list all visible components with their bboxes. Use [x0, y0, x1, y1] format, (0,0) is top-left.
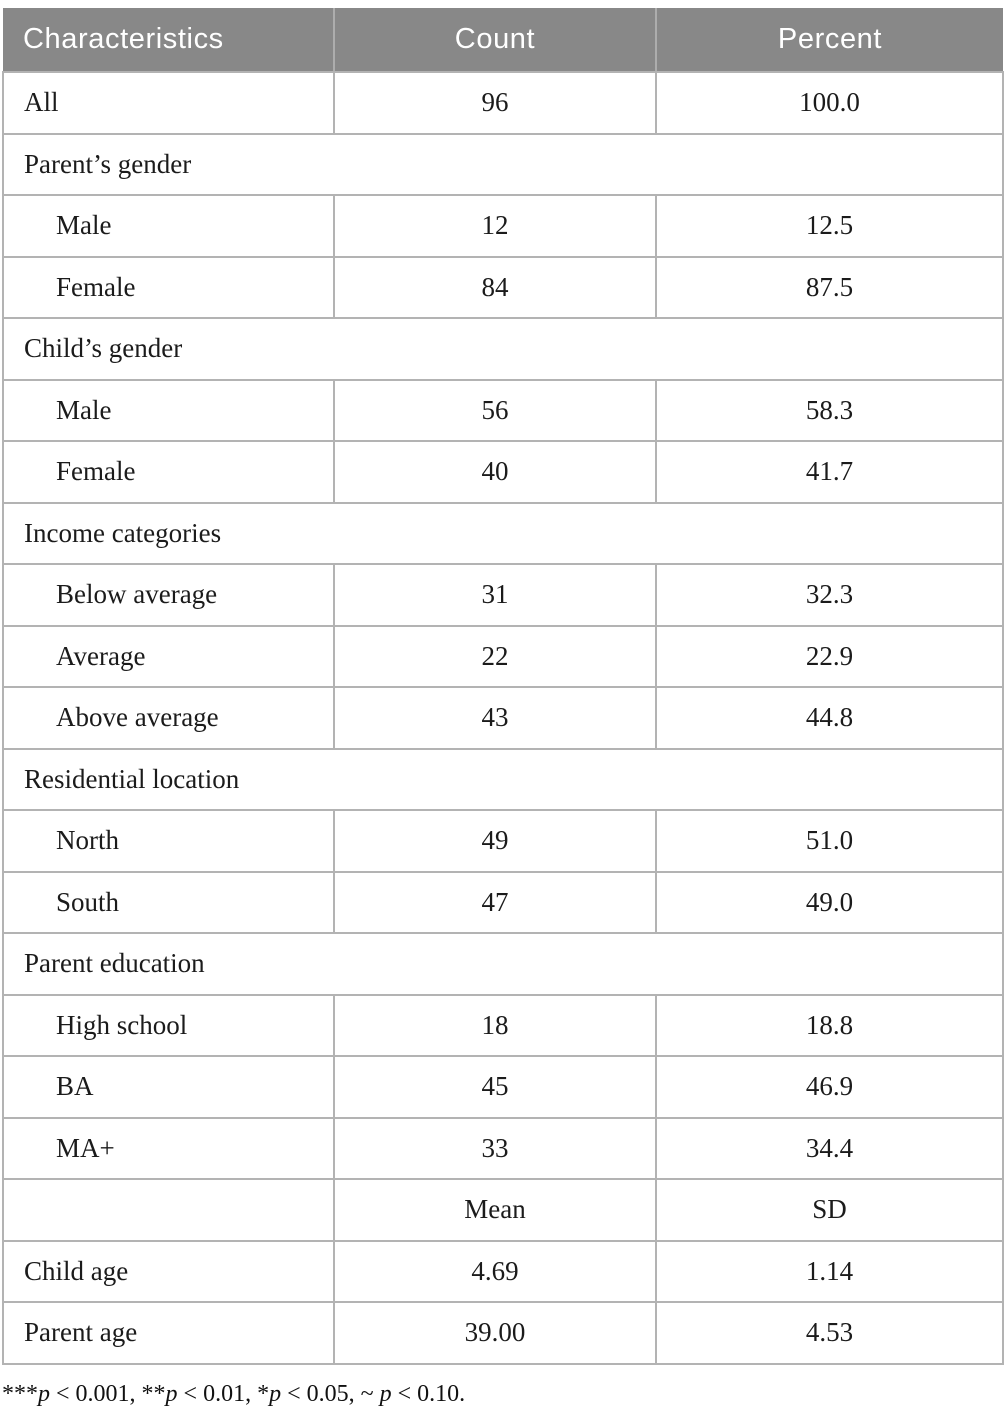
- section-row: Residential location: [2, 747, 1004, 811]
- count-cell: 12: [333, 194, 657, 258]
- footnote-text: < 0.001,: [50, 1380, 142, 1407]
- header-row: Characteristics Count Percent: [3, 8, 1003, 73]
- percent-cell: 34.4: [655, 1116, 1004, 1180]
- sub-row: Below average 31 32.3: [2, 563, 1004, 627]
- sub-row: South 47 49.0: [2, 870, 1004, 934]
- footnote-text: < 0.05, ~: [281, 1380, 380, 1407]
- section-label-cell: Parent’s gender: [2, 132, 1004, 196]
- percent-cell: 32.3: [655, 563, 1004, 627]
- column-header-percent: Percent: [655, 8, 1003, 73]
- footnote-text: *: [257, 1380, 270, 1407]
- percent-cell: 41.7: [655, 440, 1004, 504]
- section-label-cell: Child’s gender: [2, 317, 1004, 381]
- row-label-cell: MA+: [2, 1116, 335, 1180]
- section-row: Income categories: [2, 501, 1004, 565]
- column-header-characteristics: Characteristics: [3, 8, 334, 73]
- demographics-table: Characteristics Count Percent All 96 100.0…: [2, 8, 1004, 1365]
- row-label-cell: Female: [2, 440, 335, 504]
- footnote-p-symbol: p: [269, 1380, 282, 1407]
- percent-cell: 51.0: [655, 809, 1004, 873]
- count-cell: 40: [333, 440, 657, 504]
- percent-cell: 22.9: [655, 624, 1004, 688]
- count-cell: 96: [333, 71, 657, 135]
- section-label-cell: Income categories: [2, 501, 1004, 565]
- count-cell: 31: [333, 563, 657, 627]
- count-cell: 39.00: [333, 1301, 657, 1365]
- row-label-cell: Above average: [2, 686, 335, 750]
- section-row: Parent education: [2, 932, 1004, 996]
- data-row: Child age 4.69 1.14: [2, 1239, 1004, 1303]
- sub-row: Female 40 41.7: [2, 440, 1004, 504]
- sub-row: Male 56 58.3: [2, 378, 1004, 442]
- count-cell: 18: [333, 993, 657, 1057]
- row-label-cell: North: [2, 809, 335, 873]
- count-cell: 47: [333, 870, 657, 934]
- footnote-text: < 0.10.: [391, 1380, 466, 1407]
- data-row: All 96 100.0: [2, 71, 1004, 135]
- percent-cell: 46.9: [655, 1055, 1004, 1119]
- count-cell: 45: [333, 1055, 657, 1119]
- footnote-text: ***: [2, 1380, 38, 1407]
- percent-cell: 1.14: [655, 1239, 1004, 1303]
- count-cell: 84: [333, 255, 657, 319]
- column-header-count: Count: [333, 8, 656, 73]
- sub-row: BA 45 46.9: [2, 1055, 1004, 1119]
- count-cell: 22: [333, 624, 657, 688]
- row-label-cell: Below average: [2, 563, 335, 627]
- row-label-cell: Parent age: [2, 1301, 335, 1365]
- percent-cell: SD: [655, 1178, 1004, 1242]
- row-label-cell: Average: [2, 624, 335, 688]
- footnote-text: < 0.01,: [177, 1380, 258, 1407]
- significance-footnote: ***p < 0.001, **p < 0.01, *p < 0.05, ~ p…: [2, 1381, 1005, 1408]
- row-label-cell: Female: [2, 255, 335, 319]
- percent-cell: 100.0: [655, 71, 1004, 135]
- table-header: Characteristics Count Percent: [3, 8, 1003, 73]
- row-label-cell: All: [2, 71, 335, 135]
- count-cell: 49: [333, 809, 657, 873]
- section-label-cell: Parent education: [2, 932, 1004, 996]
- row-label-cell: South: [2, 870, 335, 934]
- count-cell: 43: [333, 686, 657, 750]
- percent-cell: 4.53: [655, 1301, 1004, 1365]
- sub-row: North 49 51.0: [2, 809, 1004, 873]
- footnote-p-symbol: p: [165, 1380, 178, 1407]
- row-label-cell: [2, 1178, 335, 1242]
- percent-cell: 12.5: [655, 194, 1004, 258]
- count-cell: 33: [333, 1116, 657, 1180]
- count-cell: 4.69: [333, 1239, 657, 1303]
- count-cell: Mean: [333, 1178, 657, 1242]
- sub-row: MA+ 33 34.4: [2, 1116, 1004, 1180]
- row-label-cell: Male: [2, 378, 335, 442]
- section-label-cell: Residential location: [2, 747, 1004, 811]
- footnote-p-symbol: p: [379, 1380, 392, 1407]
- subheader-row: Mean SD: [2, 1178, 1004, 1242]
- sub-row: Female 84 87.5: [2, 255, 1004, 319]
- row-label-cell: Child age: [2, 1239, 335, 1303]
- percent-cell: 49.0: [655, 870, 1004, 934]
- count-cell: 56: [333, 378, 657, 442]
- row-label-cell: High school: [2, 993, 335, 1057]
- row-label-cell: BA: [2, 1055, 335, 1119]
- section-row: Parent’s gender: [2, 132, 1004, 196]
- row-label-cell: Male: [2, 194, 335, 258]
- data-row: Parent age 39.00 4.53: [2, 1301, 1004, 1365]
- percent-cell: 44.8: [655, 686, 1004, 750]
- footnote-text: **: [141, 1380, 166, 1407]
- sub-row: High school 18 18.8: [2, 993, 1004, 1057]
- sub-row: Above average 43 44.8: [2, 686, 1004, 750]
- sub-row: Male 12 12.5: [2, 194, 1004, 258]
- section-row: Child’s gender: [2, 317, 1004, 381]
- footnote-p-symbol: p: [38, 1380, 50, 1407]
- percent-cell: 58.3: [655, 378, 1004, 442]
- table-body: All 96 100.0 Parent’s gender Male 12 12.5 Femal…: [2, 71, 1004, 1365]
- sub-row: Average 22 22.9: [2, 624, 1004, 688]
- percent-cell: 87.5: [655, 255, 1004, 319]
- percent-cell: 18.8: [655, 993, 1004, 1057]
